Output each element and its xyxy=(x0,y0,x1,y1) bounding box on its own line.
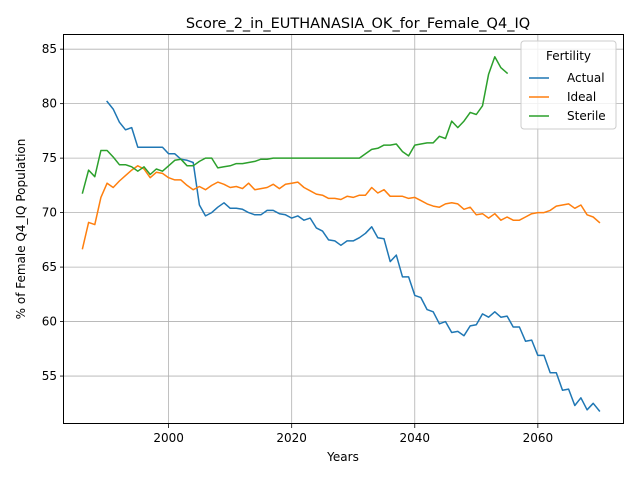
y-tick-label: 85 xyxy=(42,42,57,56)
y-axis: 55 60 65 70 75 80 85 xyxy=(42,42,64,383)
legend-label-ideal: Ideal xyxy=(567,90,596,104)
legend-label-sterile: Sterile xyxy=(567,109,606,123)
series-line-ideal xyxy=(81,165,601,250)
legend-title: Fertility xyxy=(546,49,591,63)
y-tick-label: 70 xyxy=(42,206,57,220)
plot-frame xyxy=(63,34,624,424)
y-tick-label: 80 xyxy=(42,97,57,111)
x-tick-label: 2020 xyxy=(276,431,307,445)
x-tick-label: 2060 xyxy=(523,431,554,445)
legend-items: Actual Ideal Sterile xyxy=(529,71,606,123)
y-tick-label: 65 xyxy=(42,260,57,274)
x-tick-label: 2040 xyxy=(399,431,430,445)
x-tick-label: 2000 xyxy=(153,431,184,445)
chart-title: Score_2_in_EUTHANASIA_OK_for_Female_Q4_I… xyxy=(186,16,530,32)
legend: Fertility Actual Ideal Sterile xyxy=(520,40,617,130)
x-axis: 2000 2020 2040 2060 xyxy=(153,424,553,445)
series-line-sterile xyxy=(81,56,509,194)
legend-label-actual: Actual xyxy=(567,71,605,85)
series-line-actual xyxy=(106,100,601,412)
series-lines xyxy=(81,56,601,412)
y-tick-label: 60 xyxy=(42,315,57,329)
x-axis-label: Years xyxy=(326,450,359,464)
y-axis-label: % of Female Q4_IQ Population xyxy=(14,139,28,320)
y-tick-label: 75 xyxy=(42,151,57,165)
legend-box xyxy=(520,40,617,130)
y-tick-label: 55 xyxy=(42,369,57,383)
